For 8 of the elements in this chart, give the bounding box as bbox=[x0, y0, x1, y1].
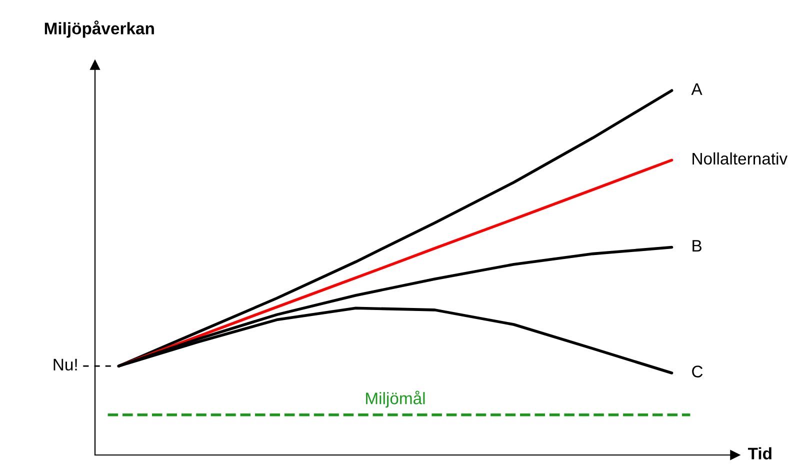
series-label: B bbox=[692, 240, 702, 252]
series-label: C bbox=[692, 366, 703, 378]
text: Nu! bbox=[54, 358, 77, 371]
y-axis-title: Miljöpåverkan bbox=[44, 20, 154, 38]
series-label: A bbox=[691, 83, 702, 95]
ref-line-label: Miljömål bbox=[366, 390, 425, 408]
x-axis-title: Tid bbox=[748, 447, 772, 460]
series-label: Nollalternativ bbox=[692, 152, 788, 165]
